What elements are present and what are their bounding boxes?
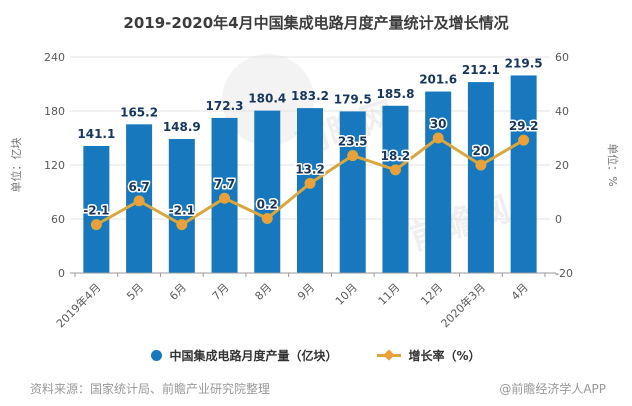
legend-label-growth: 增长率（%） — [408, 349, 481, 363]
bar-value-label: 179.5 — [334, 92, 372, 106]
chart-title: 2019-2020年4月中国集成电路月度产量统计及增长情况 — [123, 14, 509, 32]
production-bar — [510, 75, 537, 273]
bar-value-label: 148.9 — [163, 120, 201, 134]
production-bar — [339, 111, 366, 273]
line-marker-icon — [261, 212, 273, 224]
right-axis-tick-label: 40 — [555, 105, 569, 118]
line-value-label: -2.1 — [169, 204, 195, 218]
left-axis-tick-label: 240 — [44, 51, 65, 64]
legend-item-production: 中国集成电路月度产量（亿块） — [151, 347, 337, 364]
production-bar — [254, 110, 281, 273]
watermark-logo-icon — [222, 54, 314, 146]
x-axis-label: 6月 — [167, 281, 189, 303]
line-marker-icon — [176, 219, 188, 231]
bar-value-label: 185.8 — [376, 87, 414, 101]
legend: 中国集成电路月度产量（亿块） 增长率（%） — [0, 347, 632, 364]
x-axis-label: 9月 — [295, 281, 317, 303]
production-bar — [425, 91, 452, 273]
line-marker-icon — [219, 192, 231, 204]
line-value-label: 29.2 — [509, 119, 539, 133]
production-bar — [168, 138, 195, 273]
bar-value-label: 180.4 — [248, 92, 286, 106]
x-axis-label: 2020年3月 — [438, 280, 488, 330]
bar-series-swatch-icon — [151, 350, 163, 361]
right-axis-name: 单位：% — [606, 143, 620, 186]
brand-credit: @前瞻经济学人APP — [499, 382, 606, 396]
diamond-marker-icon — [383, 348, 396, 361]
line-marker-icon — [475, 159, 487, 171]
line-value-label: 13.2 — [295, 162, 325, 176]
legend-item-growth: 增长率（%） — [377, 347, 481, 364]
line-value-label: -2.1 — [83, 204, 109, 218]
bar-value-label: 172.3 — [206, 99, 244, 113]
x-axis-label: 10月 — [333, 281, 360, 308]
bar-value-label: 183.2 — [291, 89, 329, 103]
x-axis-label: 8月 — [252, 281, 274, 303]
production-bar — [83, 146, 110, 273]
x-axis-label: 7月 — [210, 281, 232, 303]
production-bar — [467, 82, 494, 273]
bar-value-label: 201.6 — [419, 73, 457, 87]
x-axis-label: 5月 — [124, 281, 146, 303]
right-axis-tick-label: 0 — [555, 213, 562, 226]
bar-value-label: 165.2 — [120, 105, 158, 119]
line-value-label: 6.7 — [128, 180, 149, 194]
x-axis-label: 2019年4月 — [53, 280, 103, 330]
left-axis-tick-label: 60 — [51, 213, 65, 226]
line-value-label: 18.2 — [381, 149, 411, 163]
right-axis-tick-label: -20 — [555, 267, 573, 280]
line-series-swatch-icon — [377, 348, 402, 361]
bar-value-label: 141.1 — [77, 127, 115, 141]
data-source-note: 资料来源：国家统计局、前瞻产业研究院整理 — [30, 382, 271, 396]
line-marker-icon — [133, 195, 145, 207]
line-marker-icon — [90, 219, 102, 231]
right-axis-tick-label: 20 — [555, 159, 569, 172]
line-marker-icon — [389, 164, 401, 176]
production-bar — [382, 105, 409, 273]
x-axis-label: 4月 — [509, 281, 531, 303]
line-value-label: 23.5 — [338, 135, 368, 149]
line-value-label: 0.2 — [257, 197, 278, 211]
bar-value-label: 212.1 — [462, 63, 500, 77]
right-axis-tick-label: 60 — [555, 51, 569, 64]
line-value-label: 7.7 — [214, 177, 235, 191]
bar-value-label: 219.5 — [505, 56, 543, 70]
line-marker-icon — [347, 150, 359, 162]
line-marker-icon — [518, 134, 530, 146]
left-axis-tick-label: 0 — [58, 267, 65, 280]
x-axis-label: 11月 — [376, 281, 403, 308]
watermark-text: 前瞻网 — [405, 189, 514, 259]
left-axis-tick-label: 180 — [44, 105, 65, 118]
line-value-label: 30 — [430, 117, 447, 131]
x-axis-label: 12月 — [418, 281, 445, 308]
legend-label-production: 中国集成电路月度产量（亿块） — [169, 349, 338, 363]
left-axis-tick-label: 120 — [44, 159, 65, 172]
left-axis-name: 单位：亿块 — [9, 138, 23, 193]
line-value-label: 20 — [473, 144, 490, 158]
line-marker-icon — [304, 177, 316, 189]
line-marker-icon — [432, 132, 444, 144]
